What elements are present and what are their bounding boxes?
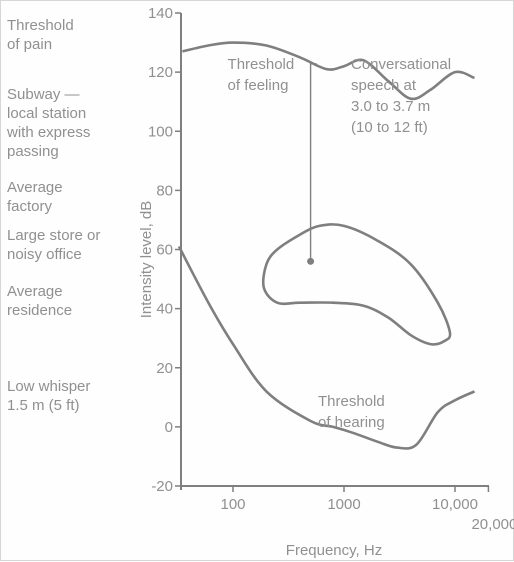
x-tick-label: 1000 (327, 496, 360, 513)
threshold-of-feeling-line (182, 41, 475, 101)
conversational-speech-label: Conversational speech at 3.0 to 3.7 m (10 t… (351, 56, 451, 136)
y-tick-label: 120 (148, 64, 173, 81)
threshold-of-hearing-line (177, 245, 476, 450)
x-tick-label: 10,000 (432, 496, 478, 513)
threshold-of-hearing-label: Threshold of hearing (318, 393, 385, 431)
conversational-speech-region (261, 223, 452, 346)
y-tick-label: 40 (156, 301, 173, 318)
side-label: Large store or noisy office (7, 227, 101, 263)
threshold-of-feeling-label: Threshold of feeling (228, 56, 295, 94)
y-tick-label: 80 (156, 182, 173, 199)
y-tick-label: 0 (165, 419, 173, 436)
x-axis-label: Frequency, Hz (286, 542, 382, 559)
y-tick-label: 100 (148, 123, 173, 140)
side-label: Average residence (7, 283, 73, 319)
side-label: Subway — local station with express pass… (7, 86, 91, 160)
x-tick-label: 100 (220, 496, 245, 513)
speech-leader-line (309, 63, 317, 262)
y-axis-label: Intensity level, dB (138, 201, 155, 319)
x-tick-label: 20,000 (471, 516, 514, 533)
side-label: Threshold of pain (7, 17, 74, 53)
y-tick-label: 60 (156, 242, 173, 259)
y-tick-label: 140 (148, 5, 173, 22)
y-tick-label: -20 (151, 478, 173, 495)
side-label: Average factory (7, 179, 63, 215)
side-label: Low whisper 1.5 m (5 ft) (7, 378, 91, 414)
speech-point-marker (307, 257, 315, 265)
y-tick-label: 20 (156, 360, 173, 377)
